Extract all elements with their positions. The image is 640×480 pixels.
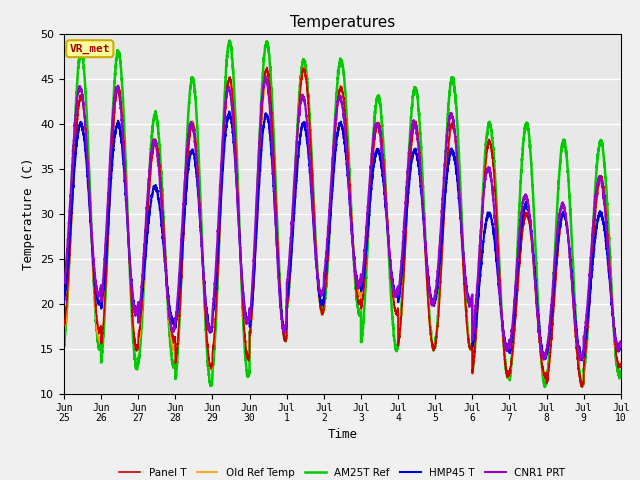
X-axis label: Time: Time <box>328 428 357 441</box>
Y-axis label: Temperature (C): Temperature (C) <box>22 157 35 270</box>
Old Ref Temp <box>322 277 330 283</box>
AM25T Ref <box>160 225 168 231</box>
AM25T Ref <box>541 384 548 390</box>
AM25T Ref <box>226 38 234 44</box>
AM25T Ref <box>617 369 625 375</box>
HMP45 T <box>160 249 168 254</box>
CNR1 PRT <box>436 230 444 236</box>
AM25T Ref <box>499 325 507 331</box>
CNR1 PRT <box>160 244 168 250</box>
Panel T <box>616 363 624 369</box>
AM25T Ref <box>436 265 444 271</box>
Line: Old Ref Temp: Old Ref Temp <box>64 68 621 386</box>
Panel T <box>436 278 444 284</box>
HMP45 T <box>499 324 507 330</box>
Old Ref Temp <box>60 332 68 338</box>
CNR1 PRT <box>60 280 68 286</box>
AM25T Ref <box>616 373 624 379</box>
HMP45 T <box>616 346 624 352</box>
HMP45 T <box>617 341 625 347</box>
HMP45 T <box>225 108 233 114</box>
Panel T <box>499 331 507 337</box>
HMP45 T <box>467 301 475 307</box>
Panel T <box>322 283 330 288</box>
CNR1 PRT <box>617 338 625 344</box>
Panel T <box>467 346 475 351</box>
CNR1 PRT <box>616 341 624 347</box>
Old Ref Temp <box>499 333 507 338</box>
HMP45 T <box>578 358 586 363</box>
CNR1 PRT <box>322 257 330 263</box>
CNR1 PRT <box>261 74 269 80</box>
HMP45 T <box>60 300 68 305</box>
Old Ref Temp <box>436 278 444 284</box>
HMP45 T <box>322 266 330 272</box>
Panel T <box>579 384 586 390</box>
AM25T Ref <box>60 342 68 348</box>
Old Ref Temp <box>467 343 475 349</box>
Line: Panel T: Panel T <box>64 67 621 387</box>
Line: AM25T Ref: AM25T Ref <box>64 41 621 387</box>
Old Ref Temp <box>160 235 168 240</box>
CNR1 PRT <box>576 357 584 363</box>
Old Ref Temp <box>577 384 585 389</box>
Old Ref Temp <box>617 360 625 366</box>
Line: CNR1 PRT: CNR1 PRT <box>64 77 621 360</box>
Line: HMP45 T: HMP45 T <box>64 111 621 360</box>
Panel T <box>60 322 68 327</box>
Legend: Panel T, Old Ref Temp, AM25T Ref, HMP45 T, CNR1 PRT: Panel T, Old Ref Temp, AM25T Ref, HMP45 … <box>115 464 570 480</box>
Title: Temperatures: Temperatures <box>290 15 395 30</box>
Old Ref Temp <box>616 364 624 370</box>
AM25T Ref <box>467 346 475 352</box>
HMP45 T <box>436 249 444 255</box>
Panel T <box>263 64 271 70</box>
CNR1 PRT <box>499 328 507 334</box>
AM25T Ref <box>322 290 330 296</box>
Old Ref Temp <box>300 65 308 71</box>
CNR1 PRT <box>467 298 475 304</box>
Panel T <box>160 228 168 234</box>
Panel T <box>617 361 625 367</box>
Text: VR_met: VR_met <box>70 44 110 54</box>
